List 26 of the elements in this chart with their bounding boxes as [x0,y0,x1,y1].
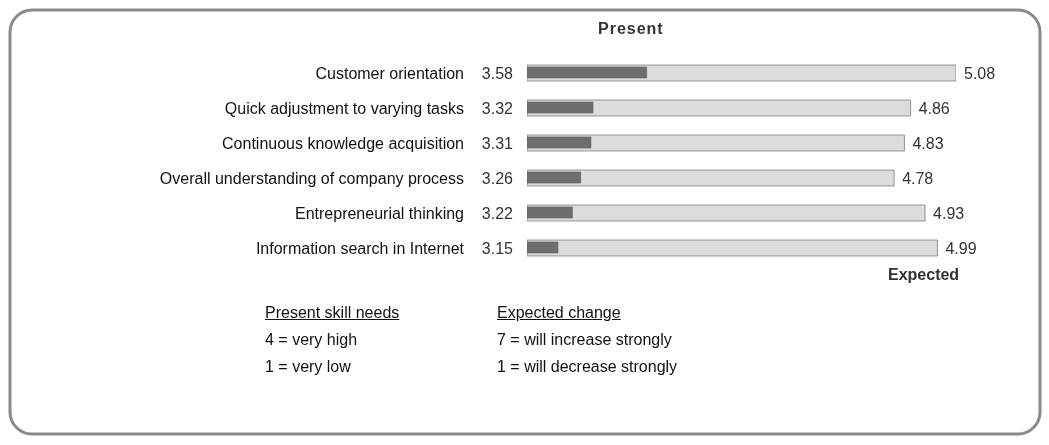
series-label: Present [598,20,664,38]
y-tick-label: Customer orientation [315,64,464,82]
data-label: 3.32 [481,99,514,117]
data-label: 4.78 [902,170,934,187]
text: 4 = very high [265,331,358,349]
y-tick-label: Overall understanding of company process [159,169,464,187]
text: Expected change [497,304,621,322]
data-label: 5.08 [964,65,996,82]
y-tick-label: Quick adjustment to varying tasks [224,99,464,117]
data-label: 4.99 [945,240,977,257]
data-label: 3.22 [481,204,514,222]
y-tick-label: Information search in Internet [255,239,465,257]
data-label: 4.86 [918,100,950,117]
text: 1 = will decrease strongly [497,358,678,376]
series-label: Expected [888,266,960,284]
y-tick-label: Entrepreneurial thinking [295,204,464,222]
text: Present skill needs [265,304,400,322]
data-label: 3.26 [481,169,514,187]
text: 7 = will increase strongly [497,331,672,349]
y-tick-label: Continuous knowledge acquisition [222,134,464,152]
data-label: 4.93 [933,205,965,222]
data-label: 4.83 [912,135,944,152]
data-label: 3.58 [481,64,514,82]
data-label: 3.31 [481,134,514,152]
data-label: 3.15 [481,239,514,257]
text: 1 = very low [265,358,351,376]
